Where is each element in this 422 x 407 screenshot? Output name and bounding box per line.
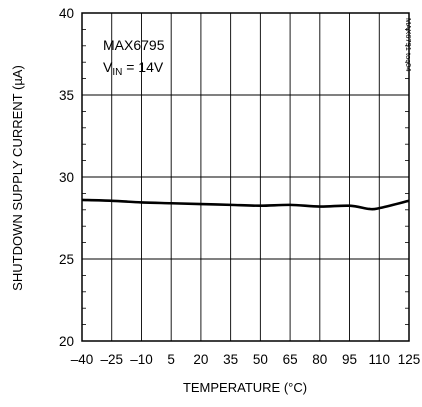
- y-tick-label: 20: [59, 334, 74, 349]
- y-tick-label: 40: [59, 6, 74, 21]
- x-tick-label: 50: [253, 352, 268, 367]
- y-tick-label: 35: [59, 88, 74, 103]
- side-note: MAX6791 toc04: [404, 18, 413, 71]
- annotation-vin: VIN = 14V: [103, 59, 164, 78]
- plot-border: [81, 12, 410, 342]
- y-tick-label: 30: [59, 170, 74, 185]
- x-tick-label: –25: [100, 352, 123, 367]
- y-tick-label: 25: [59, 252, 74, 267]
- annotation-part: MAX6795: [103, 37, 165, 53]
- x-tick-label: 80: [312, 352, 327, 367]
- x-axis-title: TEMPERATURE (°C): [183, 380, 307, 395]
- plot-frame: [81, 12, 410, 342]
- y-tick-labels: 20 25 30 35 40: [59, 6, 74, 349]
- x-tick-label: 20: [193, 352, 208, 367]
- x-tick-label: 65: [283, 352, 298, 367]
- x-tick-label: –40: [71, 352, 94, 367]
- x-tick-labels: –40 –25 –10 5 20 35 50 65 80 95 110 125: [71, 352, 421, 367]
- series-line: [81, 198, 410, 211]
- x-tick-label: 35: [223, 352, 238, 367]
- x-tick-label: 125: [398, 352, 421, 367]
- x-tick-label: 95: [342, 352, 357, 367]
- series-layer: [81, 198, 410, 211]
- x-tick-label: 5: [167, 352, 175, 367]
- y-axis-title: SHUTDOWN SUPPLY CURRENT (µA): [10, 65, 25, 291]
- x-tick-label: –10: [130, 352, 153, 367]
- x-tick-label: 110: [369, 352, 391, 367]
